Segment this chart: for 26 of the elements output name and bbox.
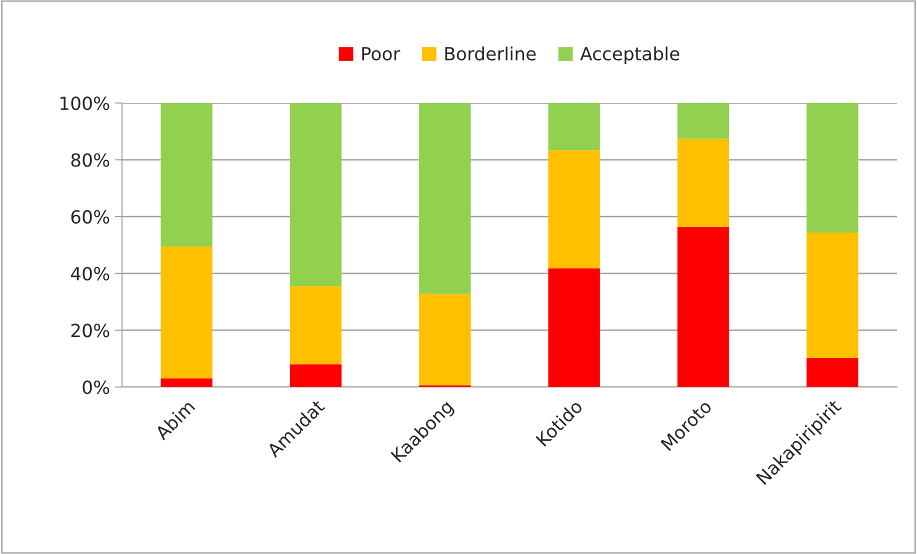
bar: [677, 103, 730, 139]
bar: [806, 103, 858, 233]
bar: [419, 103, 471, 294]
bar: [806, 358, 858, 387]
bar: [419, 294, 471, 386]
bar: [677, 226, 730, 387]
y-tick-label: 60%: [71, 210, 110, 224]
bar: [548, 268, 600, 387]
y-tick-label: 40%: [70, 266, 110, 281]
y-tick-label: 100%: [60, 96, 110, 110]
bar: [290, 286, 342, 364]
bar: [160, 246, 212, 378]
legend-label: Borderline: [445, 46, 536, 61]
y-tick-label: 0%: [82, 380, 110, 394]
bar: [548, 150, 600, 268]
bar: [548, 103, 600, 150]
bar: [806, 232, 858, 358]
legend-label: Poor: [362, 47, 400, 61]
bar: [290, 103, 342, 286]
bar: [290, 364, 342, 387]
y-tick-label: 20%: [71, 324, 110, 338]
bar: [677, 138, 730, 227]
bar: [160, 103, 212, 246]
legend-label: Acceptable: [580, 46, 680, 64]
bar: [160, 378, 212, 387]
y-tick-label: 80%: [71, 153, 110, 167]
